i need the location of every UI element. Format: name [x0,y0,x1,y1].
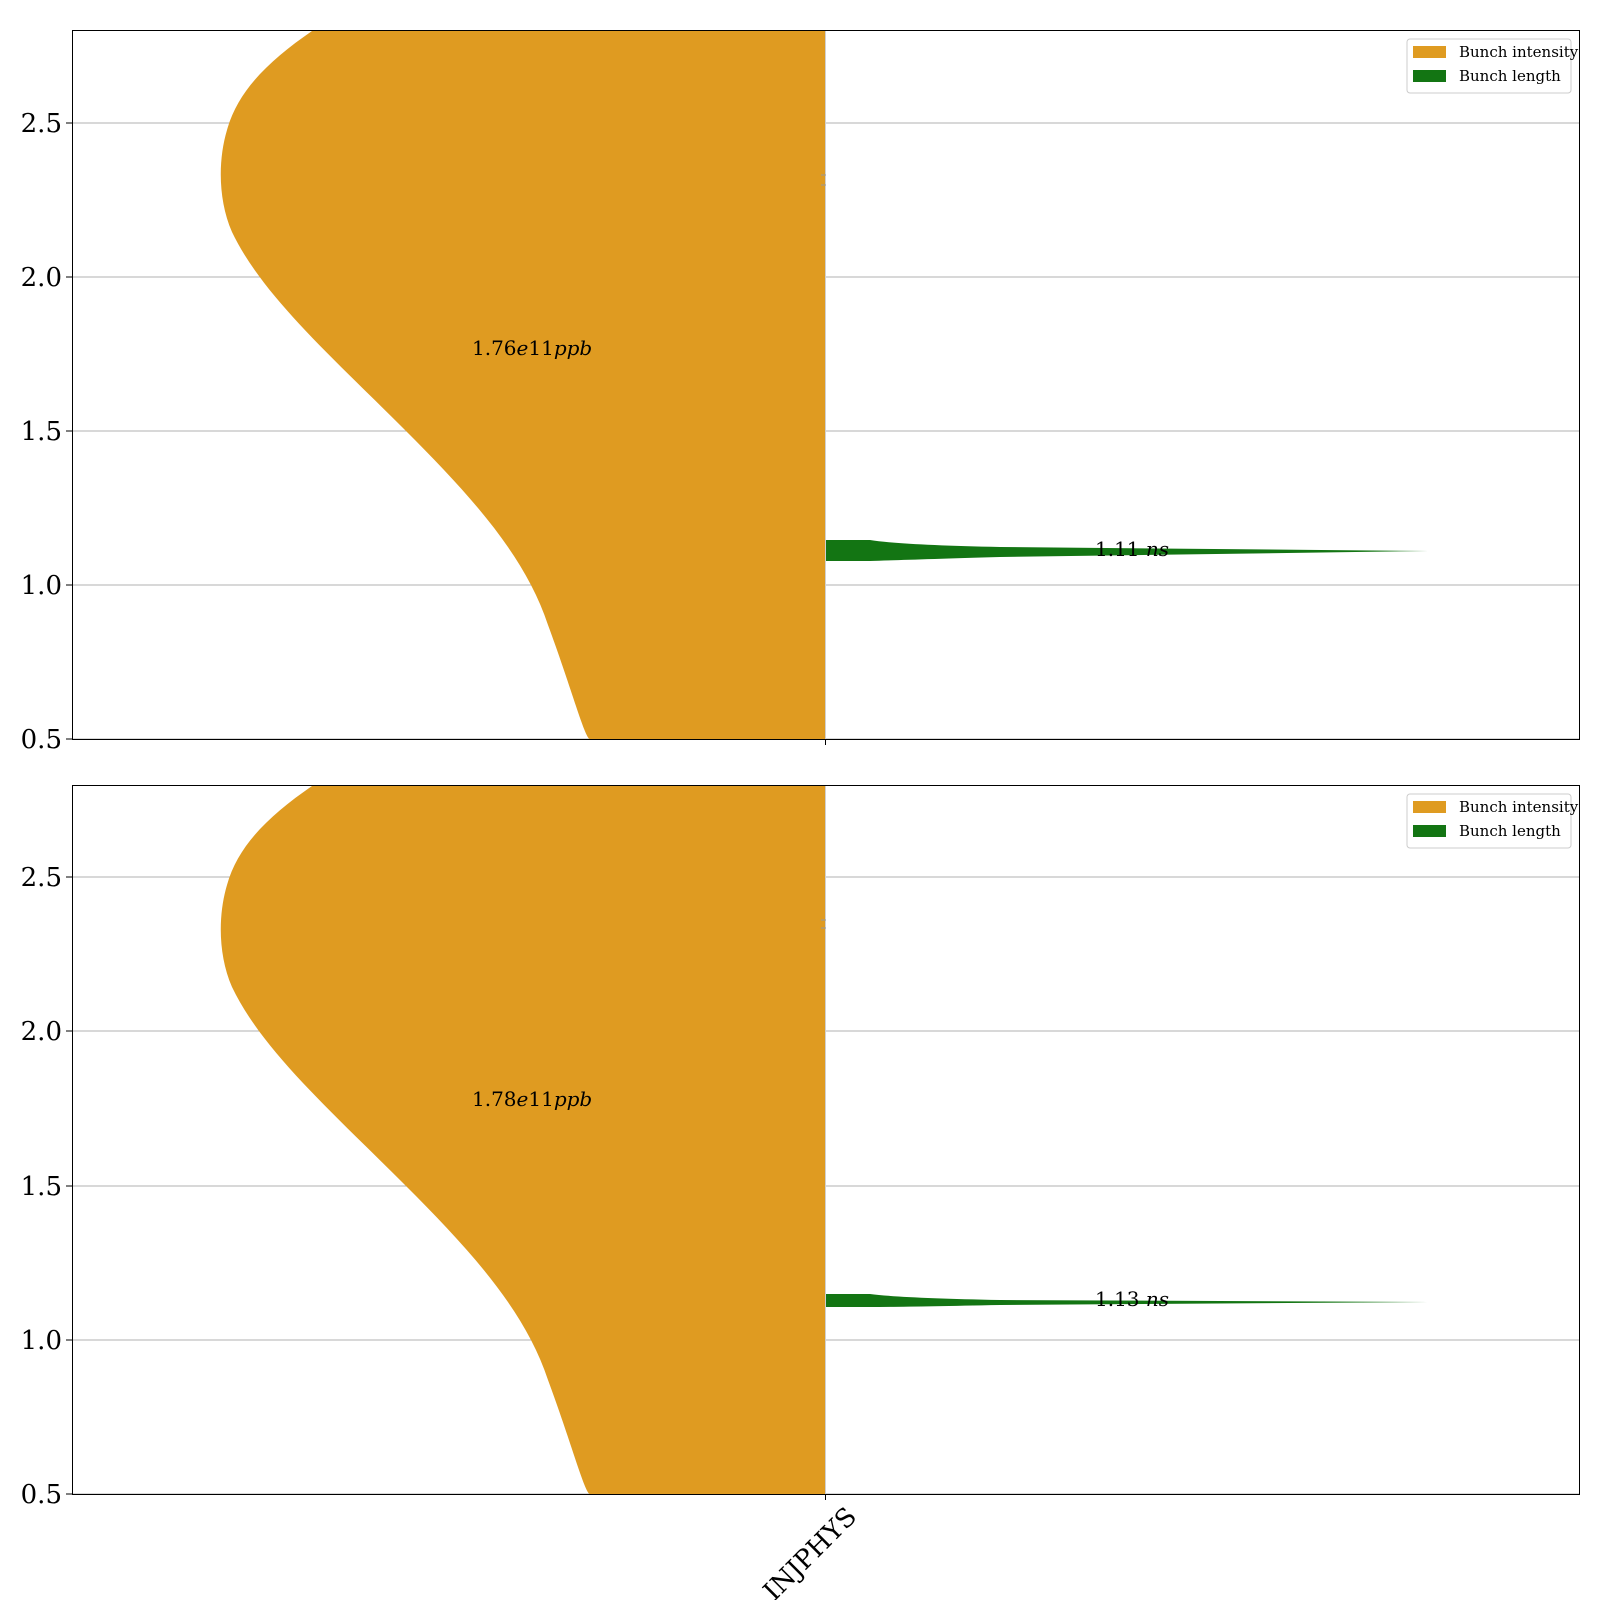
annotation-intensity-top-value: 1.76 [472,336,517,360]
panel-top: 1.76e11ppb 1.11 ns 0.5 1.0 1.5 2.0 2.5 B… [21,30,1580,755]
annotation-intensity-bottom: 1.78e11ppb [472,1087,592,1111]
panel-bottom-yaxis: 0.5 1.0 1.5 2.0 2.5 [21,863,72,1510]
ytick-label: 0.5 [21,725,62,755]
annotation-intensity-top-unit: ppb [554,336,592,360]
annotation-intensity-bottom-num: 11 [528,1087,553,1111]
legend-swatch-bunch-intensity [1413,46,1446,58]
ytick-label: 1.5 [21,417,62,447]
panel-bottom: 1.78e11ppb 1.13 ns 0.5 1.0 1.5 2.0 2.5 B… [21,785,1580,1510]
violin-bunch-intensity [220,31,825,739]
ytick-label: 2.0 [21,263,62,293]
legend-label-bunch-length: Bunch length [1459,822,1561,840]
annotation-length-bottom-unit: ns [1146,1287,1169,1311]
violin-bunch-length [826,540,1428,561]
ytick-label: 2.0 [21,1017,62,1047]
legend-box [1406,793,1572,849]
legend-swatch-bunch-length [1413,70,1446,82]
violin-bunch-length [826,1294,1428,1307]
ytick-label: 0.5 [21,1480,62,1510]
legend-label-bunch-intensity: Bunch intensity [1459,43,1579,61]
legend-bottom: Bunch intensity Bunch length [1406,793,1579,849]
ytick-label: 1.0 [21,571,62,601]
panel-top-yaxis: 0.5 1.0 1.5 2.0 2.5 [21,109,72,755]
annotation-length-top-value: 1.11 [1095,537,1140,561]
violin-bunch-intensity [220,786,825,1494]
annotation-length-top: 1.11 ns [1095,537,1169,561]
annotation-length-bottom-value: 1.13 [1095,1287,1140,1311]
ytick-label: 2.5 [21,863,62,893]
annotation-intensity-bottom-unit: ppb [554,1087,592,1111]
legend-top: Bunch intensity Bunch length [1406,38,1579,94]
legend-swatch-bunch-intensity [1413,801,1446,813]
annotation-intensity-top: 1.76e11ppb [472,336,592,360]
annotation-intensity-top-exp: e [517,336,529,360]
legend-label-bunch-length: Bunch length [1459,67,1561,85]
legend-swatch-bunch-length [1413,825,1446,837]
legend-label-bunch-intensity: Bunch intensity [1459,798,1579,816]
annotation-intensity-bottom-value: 1.78 [472,1087,517,1111]
panel-bottom-frame [72,785,1580,1495]
ytick-label: 2.5 [21,109,62,139]
xtick-label-injphys: INJPHYS [758,1502,863,1600]
legend-box [1406,38,1572,94]
ytick-label: 1.5 [21,1172,62,1202]
annotation-length-top-unit: ns [1146,537,1169,561]
annotation-intensity-top-num: 11 [528,336,553,360]
ytick-label: 1.0 [21,1326,62,1356]
annotation-length-bottom: 1.13 ns [1095,1287,1169,1311]
annotation-intensity-bottom-exp: e [517,1087,529,1111]
panel-top-frame [72,30,1580,740]
